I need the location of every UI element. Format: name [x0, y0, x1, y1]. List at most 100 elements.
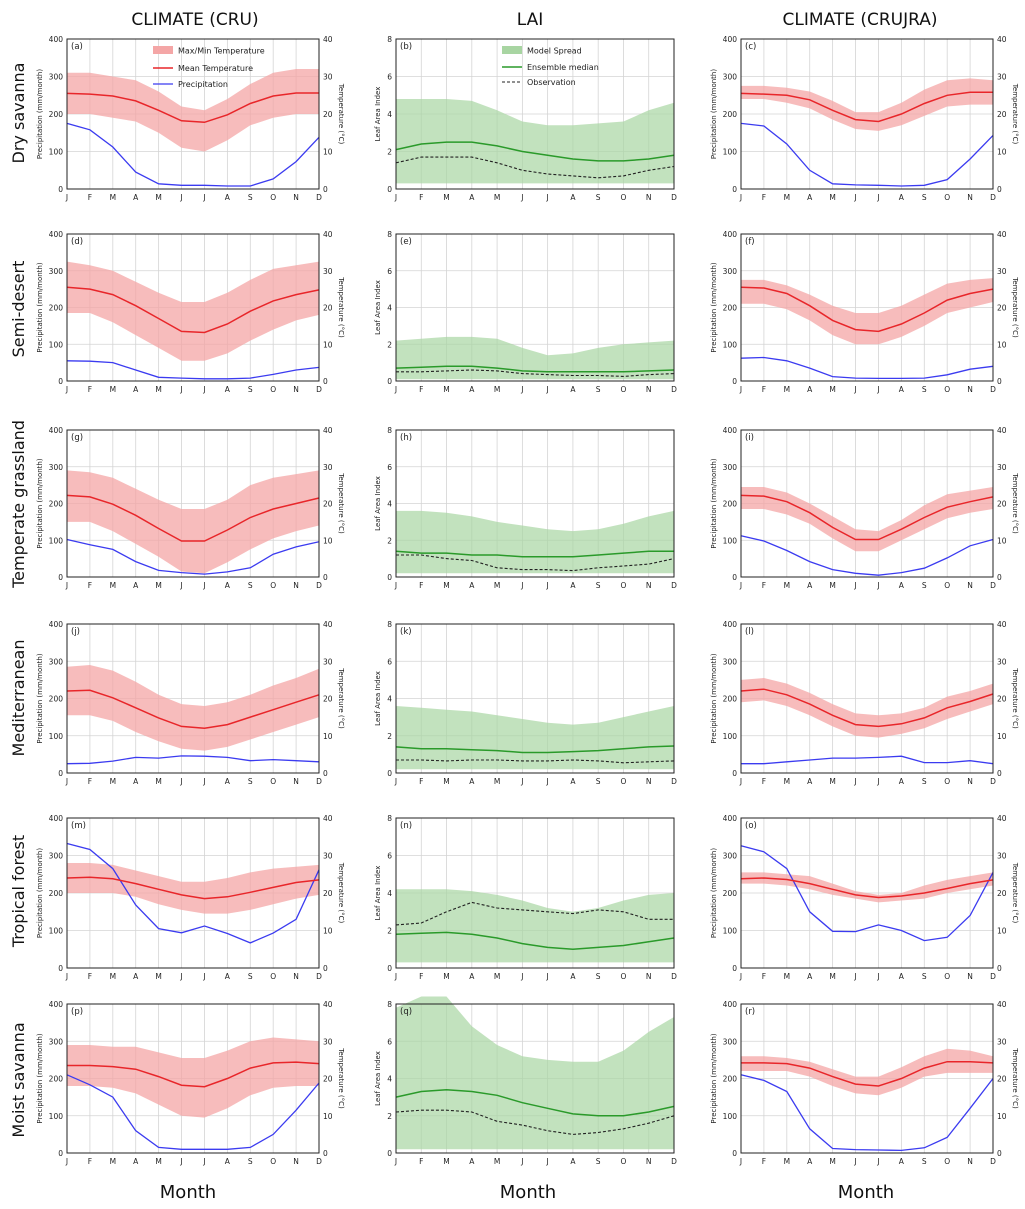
- x-tick-label: J: [202, 385, 205, 394]
- panel-letter: (e): [400, 237, 412, 247]
- panel-r: (r)J F M A M J J A S O N D0100200300400Precipitatio…: [710, 1000, 1019, 1166]
- ensemble-median-line: [395, 1088, 675, 1117]
- x-tick-label: F: [88, 1157, 92, 1166]
- x-tick-label: M: [443, 385, 449, 394]
- x-tick-label: O: [621, 193, 627, 202]
- x-tick-label: J: [853, 777, 856, 786]
- x-tick-label: J: [853, 972, 856, 981]
- temperature-range-band: [67, 69, 319, 152]
- x-tick-label: A: [133, 972, 139, 981]
- plot-frame: [740, 817, 994, 969]
- column-header-crujra: CLIMATE (CRUJRA): [782, 10, 937, 30]
- y2-tick-label: 0: [997, 964, 1002, 973]
- panel-letter: (n): [400, 821, 412, 831]
- legend-label-temperature-range: Max/Min Temperature: [178, 47, 265, 56]
- x-tick-label: A: [469, 777, 475, 786]
- y-tick-label: 0: [732, 573, 737, 582]
- x-tick-label: N: [646, 777, 652, 786]
- x-tick-label: J: [739, 385, 742, 394]
- panel-l: (l)J F M A M J J A S O N D0100200300400Precipitatio…: [710, 620, 1019, 786]
- y2-axis-label: Temperature (°C): [1011, 1047, 1019, 1109]
- x-tick-label: O: [270, 777, 276, 786]
- x-tick-label: J: [179, 581, 182, 590]
- y2-axis-label: Temperature (°C): [337, 667, 345, 729]
- x-tick-label: F: [419, 385, 423, 394]
- y-tick-label: 2: [387, 1112, 392, 1121]
- x-tick-label: N: [967, 1157, 973, 1166]
- model-spread-band: [396, 336, 674, 380]
- x-tick-label: J: [65, 777, 68, 786]
- y-tick-label: 2: [387, 732, 392, 741]
- plot-frame: [66, 429, 320, 578]
- y2-tick-label: 20: [997, 304, 1007, 313]
- x-tick-label: O: [621, 385, 627, 394]
- x-tick-label: A: [899, 581, 905, 590]
- ensemble-median-line: [395, 550, 674, 558]
- y-tick-label: 200: [49, 1075, 64, 1084]
- temperature-range-band: [67, 261, 319, 361]
- x-tick-label: O: [621, 581, 627, 590]
- x-tick-label: A: [133, 581, 139, 590]
- y-tick-label: 300: [49, 267, 64, 276]
- x-tick-label: A: [807, 1157, 813, 1166]
- y-axis-label: Precipitation (mm/month): [36, 848, 44, 938]
- y2-axis-label: Temperature (°C): [1011, 862, 1019, 924]
- panel-letter: (c): [745, 42, 756, 52]
- x-tick-label: M: [829, 193, 835, 202]
- precipitation-line: [740, 845, 994, 942]
- x-tick-label: O: [621, 972, 627, 981]
- panel-letter: (r): [745, 1007, 755, 1017]
- x-tick-label: D: [671, 193, 677, 202]
- x-tick-label: M: [443, 972, 449, 981]
- x-tick-label: A: [225, 193, 231, 202]
- x-tick-label: J: [179, 193, 182, 202]
- panel-b: (b) J F M A M J J A S O N D 0 2 4 6 8 Leaf Area Index Model…: [374, 35, 677, 202]
- precipitation-line: [66, 842, 320, 944]
- x-tick-label: M: [155, 1157, 161, 1166]
- x-tick-label: O: [270, 385, 276, 394]
- mean-temperature-line: [740, 91, 993, 123]
- y-tick-label: 200: [723, 110, 738, 119]
- y2-tick-label: 30: [997, 267, 1007, 276]
- x-tick-label: S: [596, 777, 601, 786]
- x-tick-label: S: [248, 385, 253, 394]
- model-spread-band: [396, 706, 674, 770]
- x-tick-label: N: [967, 777, 973, 786]
- x-tick-label: A: [133, 777, 139, 786]
- x-tick-label: A: [570, 972, 576, 981]
- x-axis-label-col3: Month: [838, 1182, 894, 1203]
- panel-j: (j)J F M A M J J A S O N D0100200300400Precipitatio…: [36, 620, 345, 786]
- x-tick-label: O: [944, 193, 950, 202]
- y-tick-label: 2: [387, 148, 392, 157]
- x-tick-label: D: [671, 777, 677, 786]
- precipitation-line: [66, 538, 320, 575]
- y2-tick-label: 30: [997, 1037, 1007, 1046]
- x-tick-label: J: [546, 1157, 549, 1166]
- x-tick-label: J: [179, 972, 182, 981]
- x-tick-label: J: [853, 385, 856, 394]
- x-tick-label: M: [494, 777, 500, 786]
- y-tick-label: 400: [49, 426, 64, 435]
- y2-tick-label: 0: [323, 377, 328, 386]
- y-tick-label: 300: [49, 657, 64, 666]
- y-tick-label: 0: [732, 769, 737, 778]
- y-axis-label: Leaf Area Index: [374, 866, 382, 921]
- y-tick-label: 6: [387, 1037, 392, 1046]
- y-axis-label: Leaf Area Index: [374, 476, 382, 531]
- x-tick-label: A: [225, 777, 231, 786]
- y-tick-label: 100: [49, 927, 64, 936]
- x-axis-label-col1: Month: [160, 1182, 216, 1203]
- y-axis-label: Precipitation (mm/month): [36, 653, 44, 743]
- panel-letter: (d): [71, 237, 83, 247]
- x-tick-label: D: [990, 777, 996, 786]
- y-tick-label: 0: [58, 964, 63, 973]
- y-tick-label: 400: [49, 1000, 64, 1009]
- y-tick-label: 8: [387, 426, 392, 435]
- temperature-range-band: [741, 1048, 993, 1096]
- x-tick-label: D: [671, 385, 677, 394]
- y-axis-label: Leaf Area Index: [374, 87, 382, 142]
- x-tick-label: N: [967, 972, 973, 981]
- y2-tick-label: 20: [323, 1075, 333, 1084]
- x-tick-label: O: [944, 972, 950, 981]
